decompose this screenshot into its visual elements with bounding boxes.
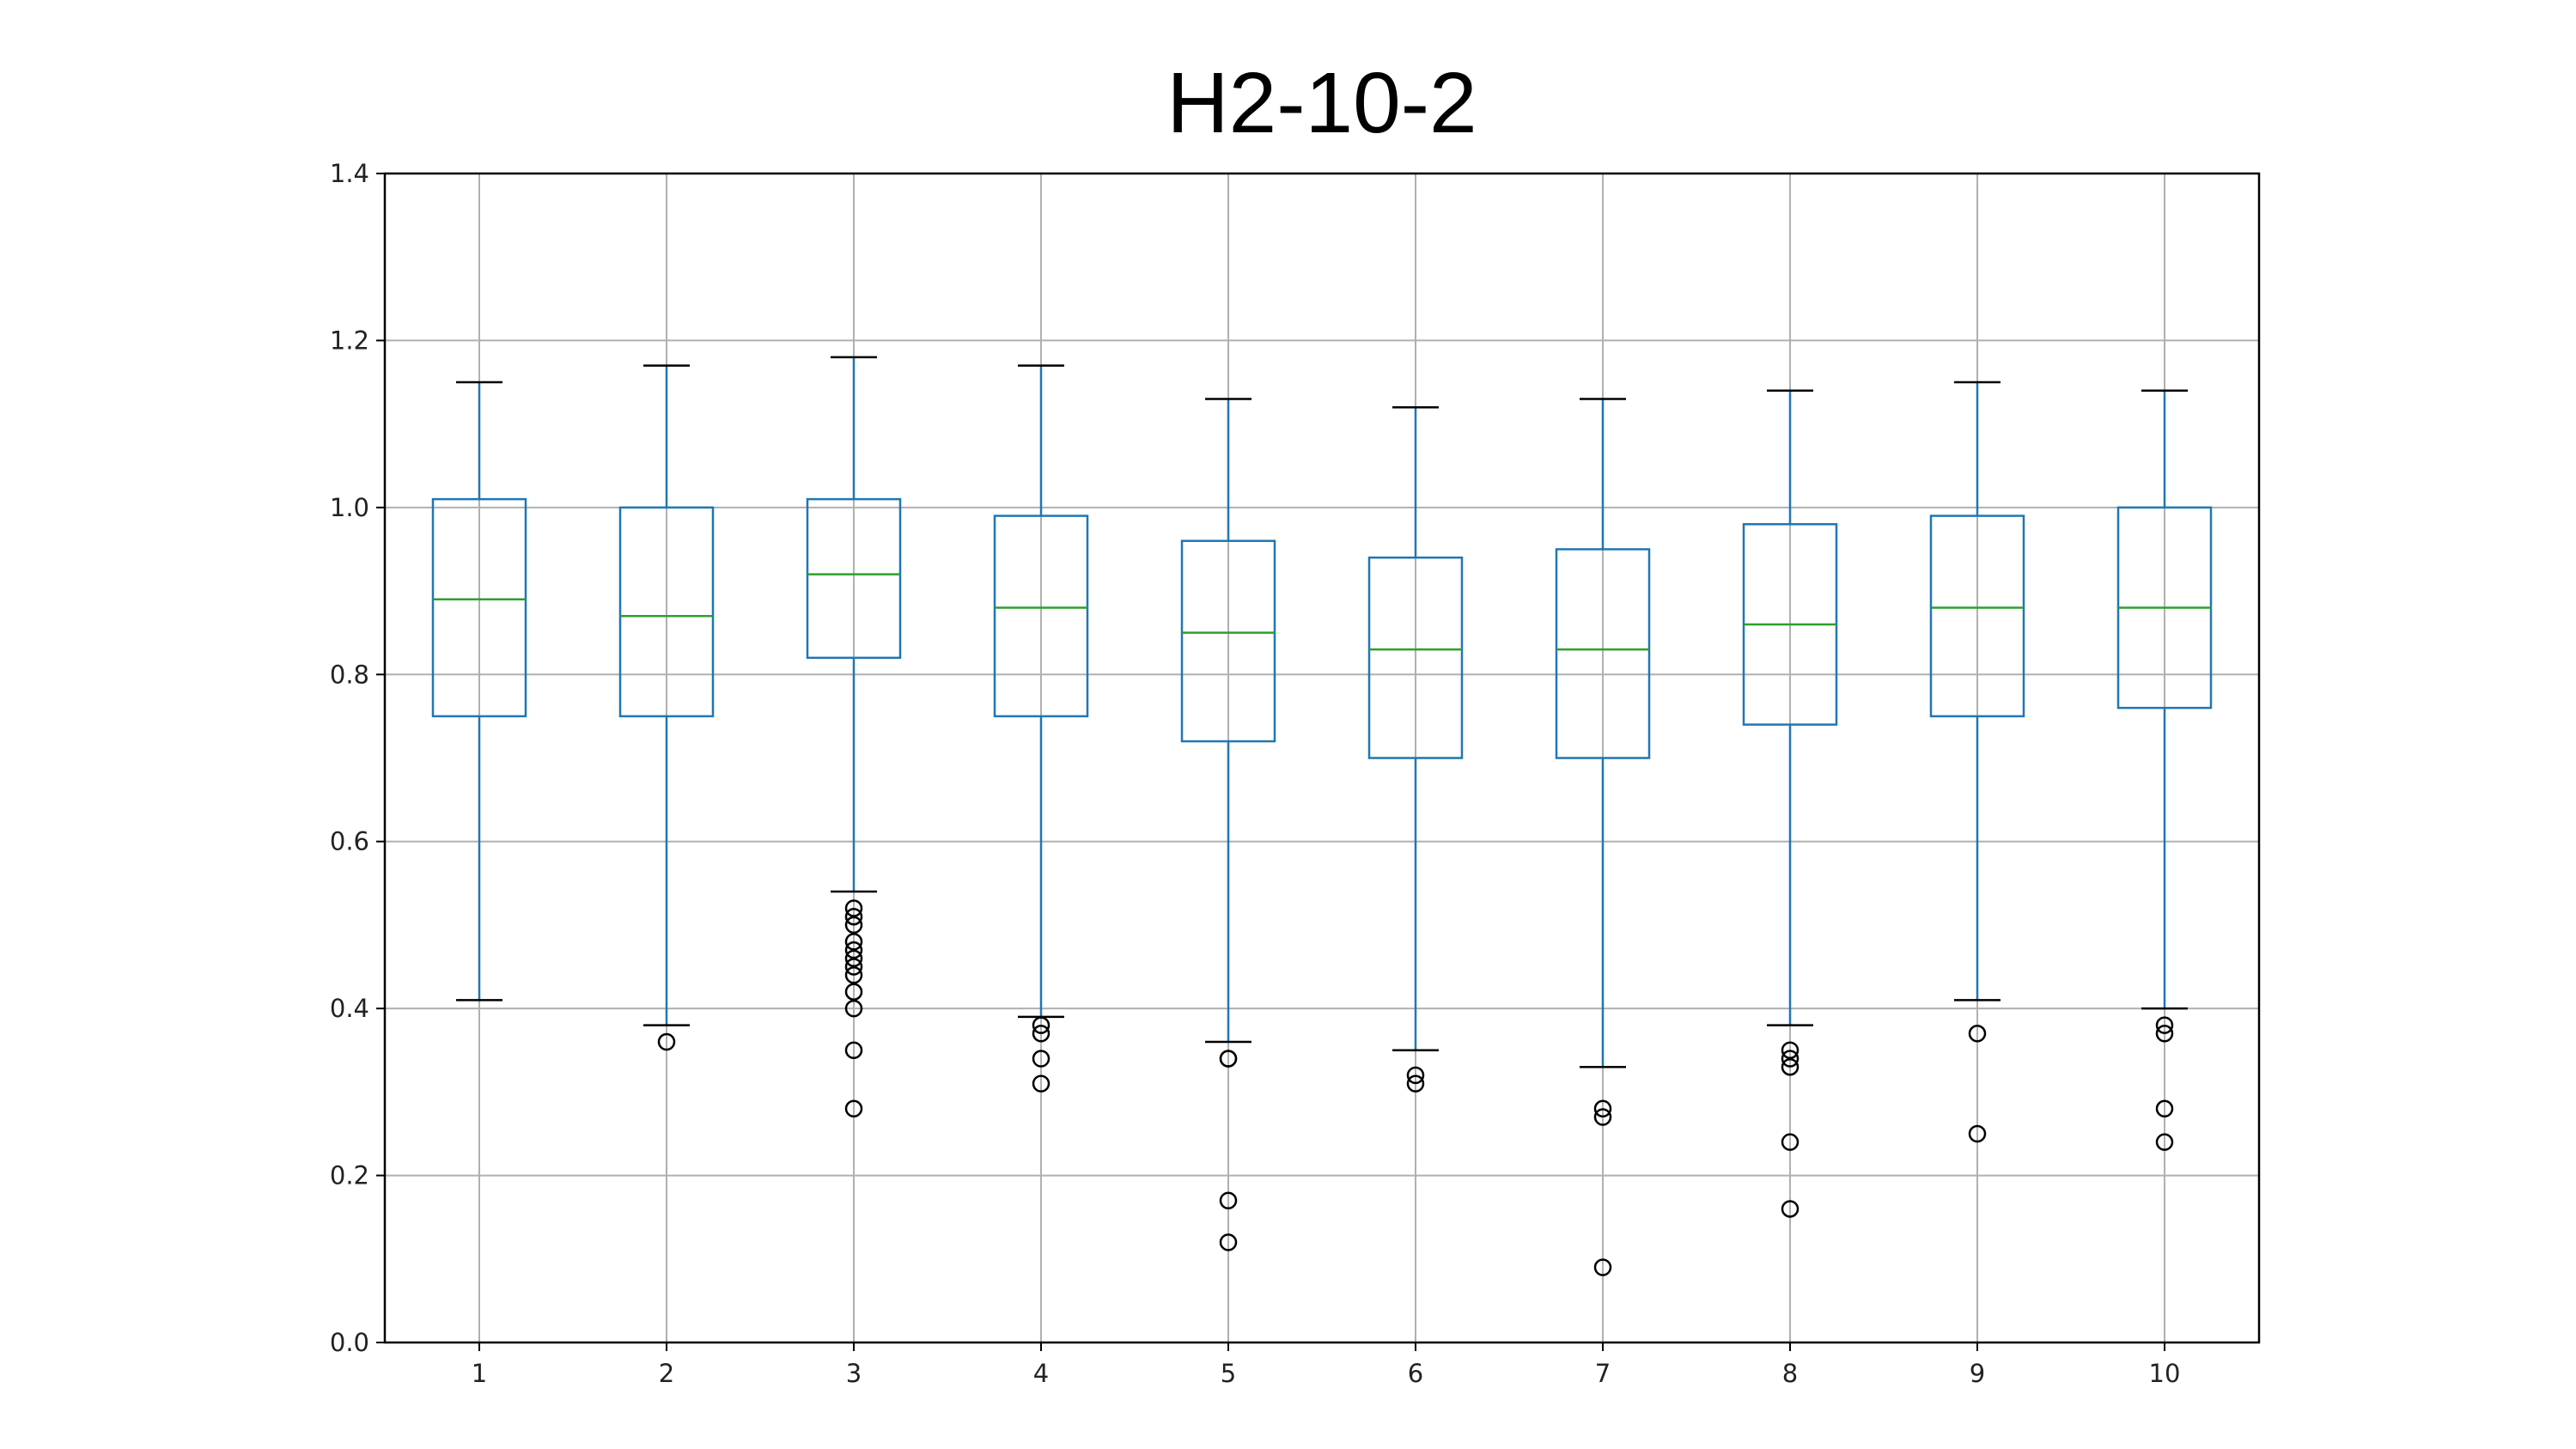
x-tick-label: 3 [846,1359,862,1388]
box-group-6 [1367,405,1464,1093]
outlier-point [844,933,863,951]
outlier-point [844,958,863,976]
outlier-point [1219,1233,1238,1251]
x-tick-label: 4 [1033,1359,1049,1388]
outlier-point [1781,1041,1800,1059]
x-tick-label: 6 [1408,1359,1423,1388]
box-group-10 [2116,389,2213,1151]
outlier-point [657,1032,676,1051]
outlier-point [844,983,863,1001]
axes: 0.0 0.2 0.4 0.6 0.8 1.0 1.2 1.4 1 2 3 4 5 6 7 8 9 10 [330,159,2261,1388]
y-tick-label: 1.4 [330,159,369,188]
box-iqr [806,497,902,660]
box-group-7 [1555,398,1651,1276]
outlier-point [1032,1075,1050,1093]
box-iqr [1367,556,1464,759]
box-group-1 [431,381,527,1002]
box-iqr [618,506,715,718]
outlier-point [1781,1200,1800,1218]
boxes [431,356,2213,1276]
outlier-point [2155,1016,2174,1034]
x-tick-label: 2 [659,1359,674,1388]
outlier-point [1968,1124,1987,1143]
outlier-point [844,907,863,926]
box-group-3 [806,356,902,1118]
outlier-point [1219,1050,1238,1068]
x-tick-label: 8 [1782,1359,1798,1388]
outlier-point [844,1041,863,1059]
box-iqr [1555,548,1651,759]
outlier-point [1593,1108,1612,1126]
y-tick-label: 0.4 [330,994,369,1023]
box-group-5 [1180,398,1276,1251]
chart-title: H2-10-2 [1166,55,1477,151]
outlier-point [844,999,863,1018]
box-iqr [993,514,1089,718]
outlier-point [1406,1075,1425,1093]
outlier-point [1219,1191,1238,1209]
x-tick-label: 1 [472,1359,487,1388]
box-group-9 [1929,381,2025,1143]
outlier-point [2155,1099,2174,1118]
x-tick-label: 10 [2149,1359,2181,1388]
outlier-point [844,941,863,959]
y-tick-label: 1.0 [330,493,369,522]
outlier-point [1032,1025,1050,1043]
outlier-point [2155,1025,2174,1043]
outlier-point [844,899,863,917]
box-group-8 [1742,389,1838,1218]
x-tick-label: 9 [1970,1359,1985,1388]
x-tick-label: 5 [1221,1359,1236,1388]
box-iqr [1929,514,2025,718]
outlier-point [1968,1025,1987,1043]
outlier-point [1593,1258,1612,1276]
y-tick-label: 0.8 [330,660,369,689]
outlier-point [1032,1016,1050,1034]
outlier-point [844,949,863,968]
outlier-point [2155,1133,2174,1151]
outlier-point [1781,1050,1800,1068]
box-iqr [1180,539,1276,743]
outlier-point [1593,1099,1612,1118]
x-tick-label: 7 [1595,1359,1611,1388]
outlier-point [844,916,863,935]
y-tick-label: 0.6 [330,827,369,856]
outlier-point [844,1099,863,1118]
outlier-point [844,966,863,984]
y-tick-label: 1.2 [330,326,369,355]
outlier-point [1406,1066,1425,1085]
box-group-2 [618,364,715,1051]
outlier-point [1781,1057,1800,1076]
y-tick-label: 0.0 [330,1328,369,1357]
box-group-4 [993,364,1089,1093]
y-tick-label: 0.2 [330,1161,369,1190]
outlier-point [1781,1133,1800,1151]
axes-frame [383,172,2261,1344]
outlier-point [1032,1050,1050,1068]
box-iqr [431,497,527,718]
